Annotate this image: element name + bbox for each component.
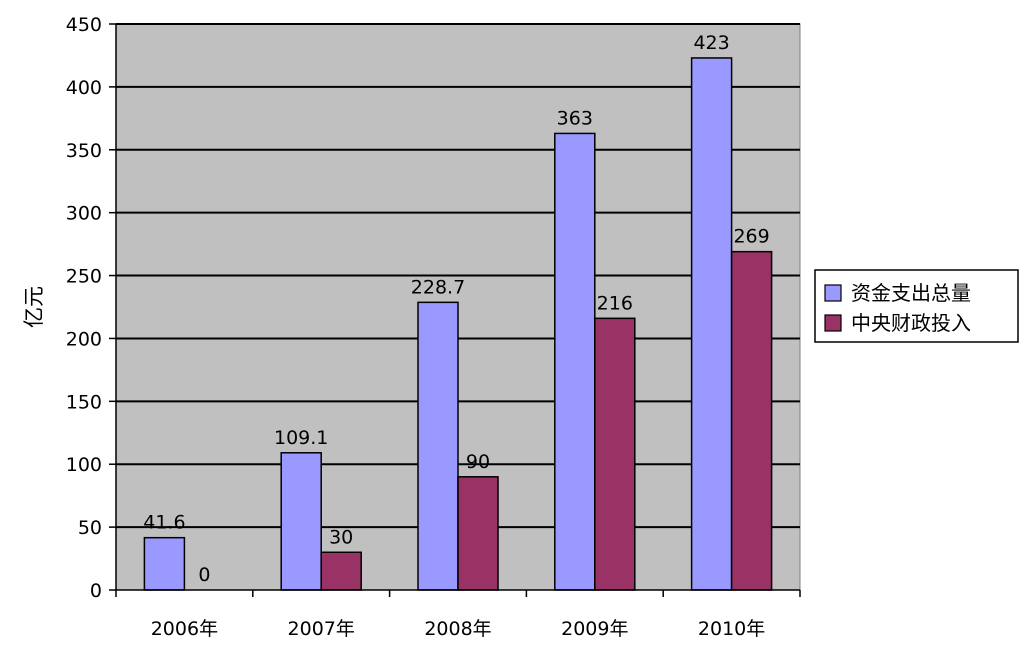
y-tick-label: 150 <box>66 391 102 413</box>
gridlines <box>116 23 800 529</box>
data-label-series2-5: 269 <box>733 226 769 248</box>
y-tick-label: 200 <box>66 328 102 350</box>
bar-series1-3 <box>417 301 459 591</box>
legend-box <box>814 269 1019 343</box>
y-tick-label: 50 <box>78 517 102 539</box>
data-label-series2-1: 0 <box>198 564 210 586</box>
bar-series2-4 <box>594 317 636 591</box>
data-label-series1-3: 228.7 <box>411 276 465 298</box>
bar-series2-5 <box>730 250 773 591</box>
data-label-series2-3: 90 <box>466 451 490 473</box>
legend-swatch-series1 <box>824 284 842 302</box>
y-axis: 0 50 100 150 200 250 300 350 400 450 <box>66 14 117 602</box>
data-label-series2-2: 30 <box>329 526 353 548</box>
x-tick-label: 2010年 <box>698 618 765 640</box>
x-axis: 2006年 2007年 2008年 2009年 2010年 <box>115 589 801 640</box>
bars <box>143 57 773 591</box>
y-tick-label: 250 <box>66 266 102 288</box>
bar-series1-4 <box>554 132 596 591</box>
y-tick-label: 100 <box>66 454 102 476</box>
x-tick-label: 2007年 <box>288 618 355 640</box>
legend-swatch-series2 <box>824 314 842 332</box>
y-tick-label: 450 <box>66 14 102 36</box>
data-label-series1-4: 363 <box>557 107 593 129</box>
x-tick-label: 2006年 <box>151 618 218 640</box>
data-label-series2-4: 216 <box>597 292 633 314</box>
data-label-series1-5: 423 <box>693 32 729 54</box>
y-tick-label: 0 <box>90 580 102 602</box>
y-tick-label: 350 <box>66 140 102 162</box>
y-axis-title: 亿元 <box>22 286 46 328</box>
data-labels: 41.6 0 109.1 30 228.7 90 363 216 423 269 <box>143 32 769 586</box>
y-tick-label: 300 <box>66 203 102 225</box>
data-label-series1-1: 41.6 <box>143 512 185 534</box>
bar-series1-2 <box>280 452 322 591</box>
legend-label-series1: 资金支出总量 <box>851 281 971 305</box>
bar-series1-1 <box>143 536 186 591</box>
bar-series2-2 <box>320 551 362 591</box>
y-tick-label: 400 <box>66 77 102 99</box>
bar-series1-5 <box>690 57 733 591</box>
x-tick-label: 2008年 <box>424 618 491 640</box>
legend-label-series2: 中央财政投入 <box>851 311 971 335</box>
bar-series2-3 <box>457 476 499 591</box>
data-label-series1-2: 109.1 <box>274 427 328 449</box>
x-tick-label: 2009年 <box>561 618 628 640</box>
